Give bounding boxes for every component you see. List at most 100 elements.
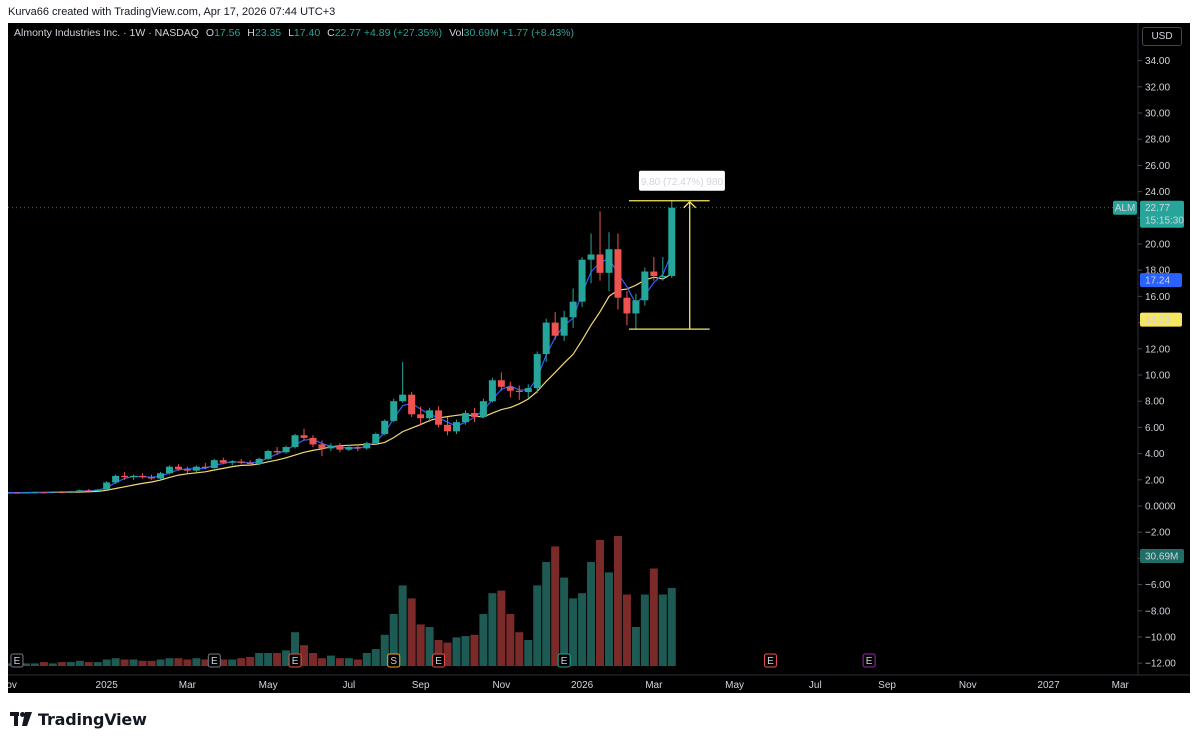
candle-body[interactable] (219, 460, 227, 463)
candle-body[interactable] (614, 249, 622, 298)
candle-body[interactable] (85, 490, 93, 492)
currency-button[interactable]: USD (1142, 27, 1182, 46)
candle-body[interactable] (372, 433, 380, 444)
tradingview-logo[interactable]: TradingView (10, 709, 147, 729)
candle-body[interactable] (632, 300, 640, 314)
event-marker[interactable] (387, 653, 401, 668)
volume-bar (640, 594, 649, 666)
symbol-legend[interactable]: Almonty Industries Inc. · 1W · NASDAQ O1… (14, 27, 574, 39)
candle-body[interactable] (497, 380, 505, 387)
candle-body[interactable] (470, 412, 478, 417)
candle-body[interactable] (461, 412, 469, 423)
candle-body[interactable] (426, 410, 434, 419)
candle-body[interactable] (551, 322, 559, 336)
candle-body[interactable] (94, 489, 102, 491)
candle-body[interactable] (112, 475, 120, 483)
candle-body[interactable] (444, 424, 452, 432)
candle-body[interactable] (515, 390, 523, 393)
candle-body[interactable] (165, 466, 173, 474)
candle-body[interactable] (336, 445, 344, 450)
candle-body[interactable] (399, 394, 407, 402)
candle-body[interactable] (354, 447, 362, 449)
candle-body[interactable] (49, 491, 57, 493)
candle-body[interactable] (533, 354, 541, 389)
event-marker[interactable] (763, 653, 777, 668)
candle-body[interactable] (650, 271, 658, 276)
candle-body[interactable] (668, 207, 676, 276)
price-chart[interactable]: 34.0032.0030.0028.0026.0024.0022.0020.00… (8, 23, 1190, 693)
candle-body[interactable] (560, 317, 568, 336)
candle-body[interactable] (103, 482, 111, 490)
volume-bar (192, 658, 201, 666)
candle-body[interactable] (453, 422, 460, 432)
candle-body[interactable] (130, 475, 138, 478)
volume-bar (622, 594, 631, 666)
candle-body[interactable] (22, 492, 30, 494)
candle-body[interactable] (596, 254, 604, 273)
candle-body[interactable] (390, 401, 398, 421)
candle-body[interactable] (435, 410, 443, 425)
candle-body[interactable] (605, 249, 613, 273)
candle-body[interactable] (148, 477, 156, 479)
candle-body[interactable] (309, 437, 317, 445)
candle-body[interactable] (13, 492, 21, 494)
candle-body[interactable] (246, 462, 254, 465)
candle-body[interactable] (659, 275, 667, 277)
time-tick-label: Nov (492, 680, 510, 691)
candle-body[interactable] (264, 450, 272, 459)
candle-body[interactable] (201, 466, 209, 469)
candle-body[interactable] (139, 475, 147, 478)
countdown-badge: 15:15:30 (1145, 216, 1184, 227)
candle-body[interactable] (327, 445, 335, 449)
candle-body[interactable] (479, 401, 487, 417)
candle-body[interactable] (623, 297, 631, 314)
candle-body[interactable] (318, 444, 326, 449)
measure-arrow-head (683, 200, 697, 209)
candle-body[interactable] (282, 447, 290, 453)
candle-body[interactable] (587, 254, 595, 260)
candle-body[interactable] (76, 490, 84, 492)
candle-body[interactable] (8, 492, 12, 494)
candle-body[interactable] (121, 475, 129, 478)
candle-body[interactable] (192, 466, 200, 471)
time-tick-label: Sep (412, 680, 430, 691)
candle-body[interactable] (300, 435, 308, 438)
candle-body[interactable] (58, 491, 66, 493)
candle-body[interactable] (156, 473, 164, 479)
candle-body[interactable] (291, 435, 299, 448)
time-tick-label: Mar (1112, 680, 1130, 691)
event-marker[interactable] (207, 653, 221, 668)
candle-body[interactable] (210, 460, 218, 469)
candle-body[interactable] (569, 301, 577, 318)
candle-body[interactable] (273, 450, 281, 453)
candle-body[interactable] (183, 469, 191, 471)
candle-body[interactable] (408, 394, 416, 415)
candle-body[interactable] (641, 271, 649, 301)
candle-body[interactable] (542, 322, 550, 355)
candle-body[interactable] (381, 420, 389, 434)
candle-body[interactable] (228, 461, 236, 463)
candle-body[interactable] (506, 386, 514, 391)
last-price-badge-box (1140, 200, 1184, 228)
event-marker[interactable] (557, 653, 571, 668)
candle-body[interactable] (524, 388, 532, 393)
candle-body[interactable] (363, 443, 371, 449)
candle-body[interactable] (174, 466, 182, 470)
candle-body[interactable] (488, 380, 496, 402)
chart-panel[interactable]: Almonty Industries Inc. · 1W · NASDAQ O1… (8, 23, 1190, 693)
candle-body[interactable] (31, 492, 39, 494)
volume-bar (129, 659, 138, 666)
candle-body[interactable] (345, 447, 353, 450)
candle-body[interactable] (255, 458, 263, 465)
candle-body[interactable] (417, 414, 425, 419)
time-tick-label: Nov (8, 680, 17, 691)
candle-body[interactable] (578, 259, 586, 302)
candle-body[interactable] (67, 491, 75, 493)
event-marker[interactable] (10, 653, 24, 668)
event-marker[interactable] (432, 653, 446, 668)
ma-slow-badge-box (1140, 312, 1182, 327)
event-marker[interactable] (862, 653, 876, 668)
event-marker[interactable] (288, 653, 302, 668)
candle-body[interactable] (237, 461, 245, 463)
candle-body[interactable] (40, 492, 48, 494)
